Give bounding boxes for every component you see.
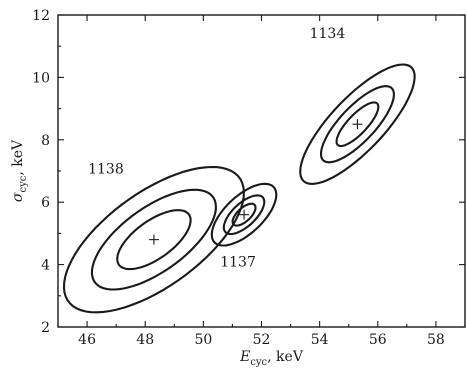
contour-1137-level-2 — [222, 194, 266, 236]
x-tick-label: 54 — [311, 332, 329, 348]
x-tick-label: 48 — [136, 332, 154, 348]
peak-label-1134: 1134 — [310, 26, 346, 42]
contour-1137-level-1 — [231, 202, 257, 227]
contour-1137-level-3 — [210, 182, 278, 247]
y-axis-label: σcyc, keV — [10, 139, 29, 202]
contour-1138-level-1 — [116, 209, 192, 271]
x-tick-label: 58 — [427, 332, 445, 348]
contour-1134-level-3 — [299, 63, 416, 185]
peak-label-1138: 1138 — [88, 162, 124, 178]
contour-1134-level-2 — [319, 85, 395, 164]
y-tick-label: 6 — [41, 195, 50, 211]
peak-label-1137: 1137 — [220, 255, 256, 271]
x-tick-label: 46 — [78, 332, 96, 348]
y-tick-label: 12 — [32, 8, 50, 24]
y-tick-label: 8 — [41, 133, 50, 149]
x-tick-label: 50 — [194, 332, 212, 348]
contour-1138-level-2 — [90, 188, 217, 291]
label-layer: Ecyc, keV σcyc, keV 1138 1137 1134 — [10, 26, 345, 368]
contour-1134-level-1 — [335, 101, 380, 148]
y-tick-label: 4 — [41, 258, 50, 274]
y-tick-label: 10 — [32, 70, 50, 86]
y-tick-label: 2 — [41, 320, 50, 336]
x-axis-label: Ecyc, keV — [239, 349, 304, 368]
x-tick-label: 52 — [253, 332, 271, 348]
contour-layer — [62, 63, 416, 314]
x-tick-label: 56 — [369, 332, 387, 348]
